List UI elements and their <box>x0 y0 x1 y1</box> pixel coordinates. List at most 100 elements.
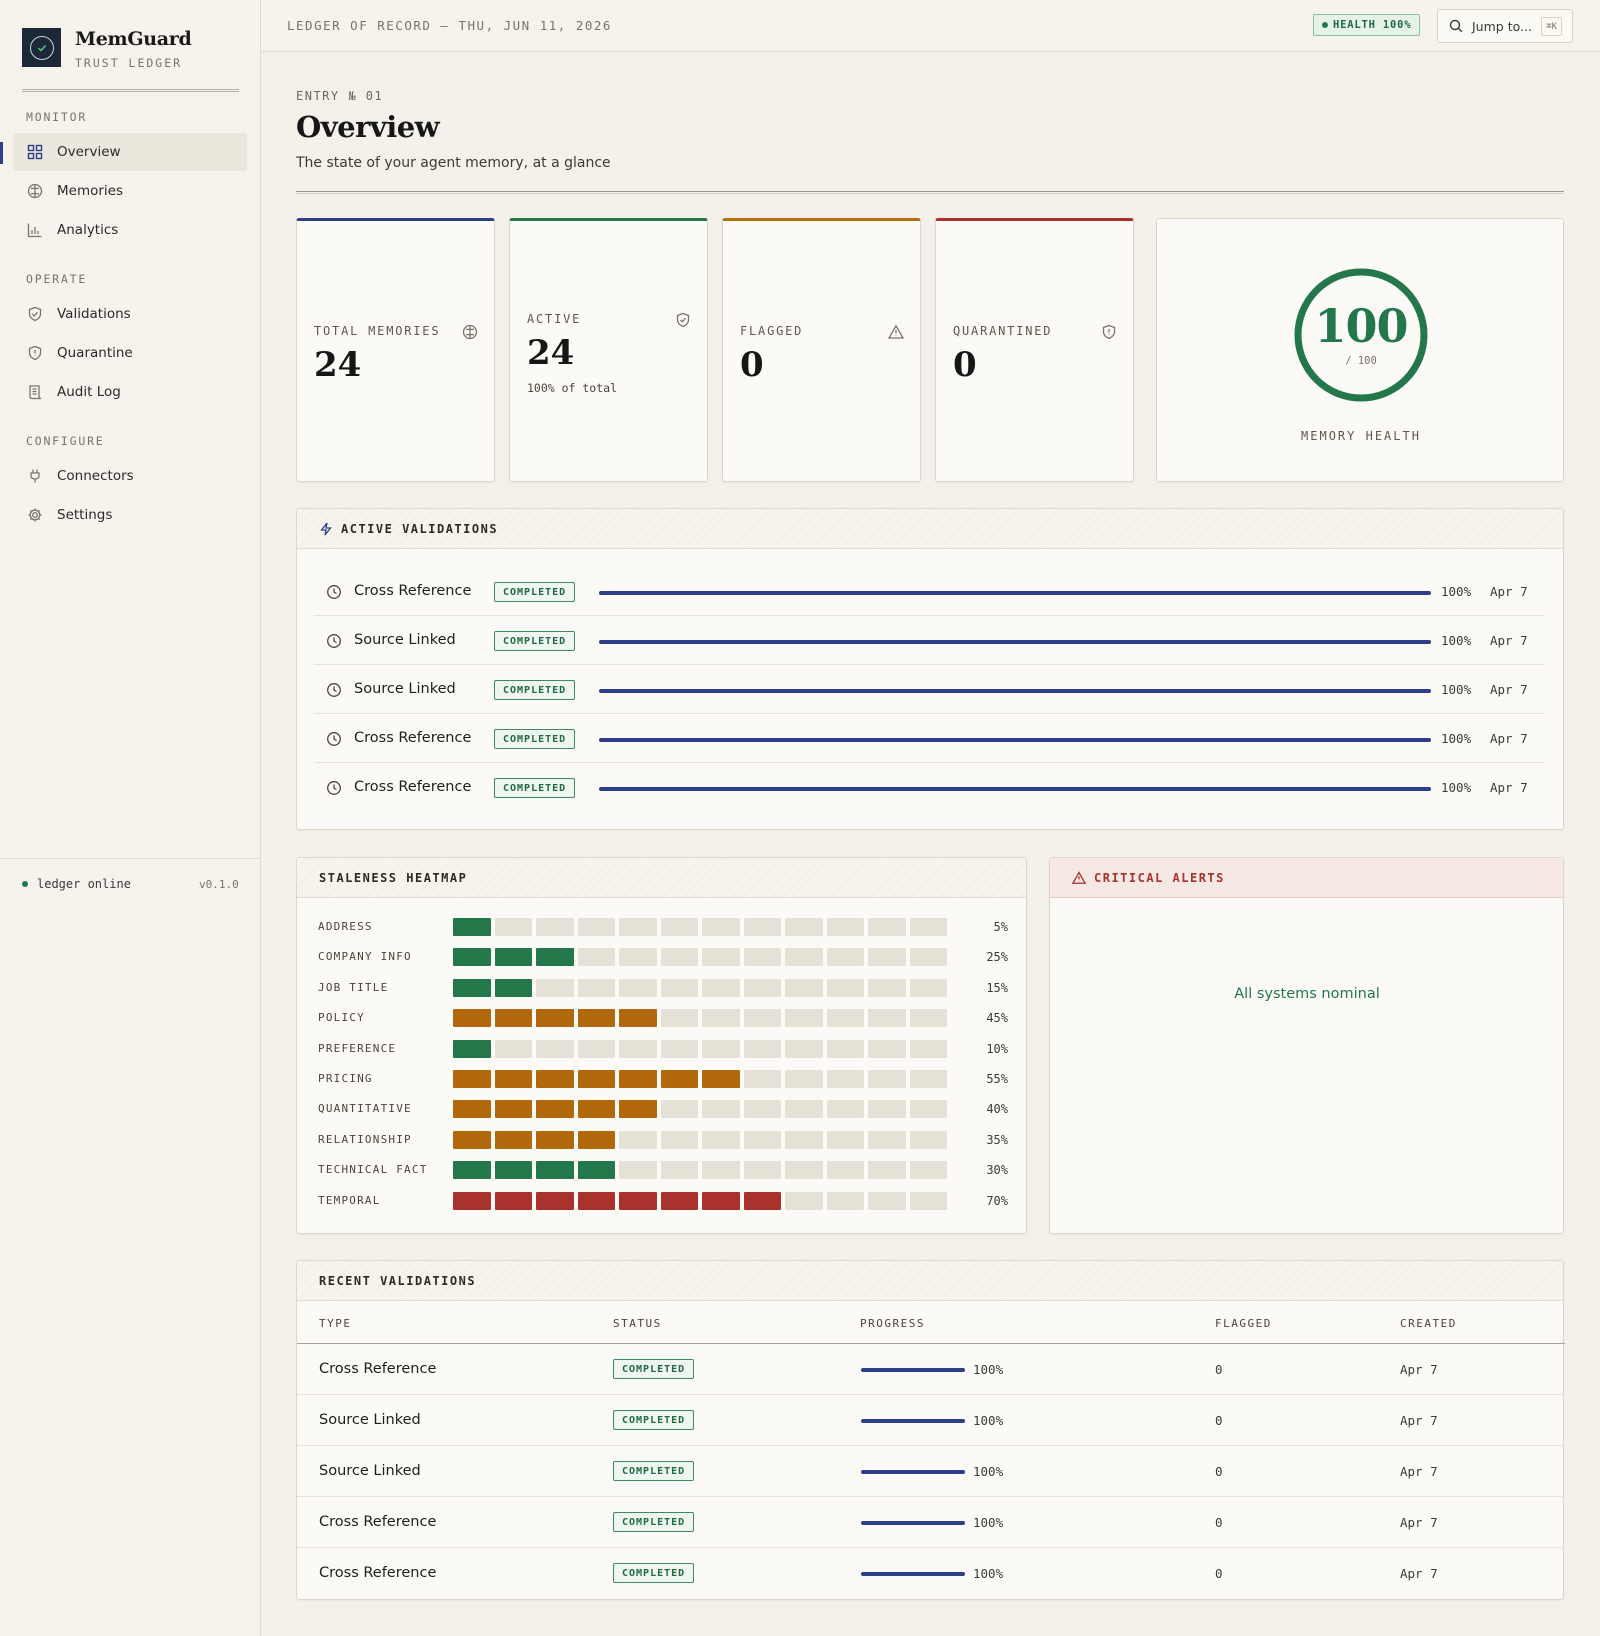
heatmap-cell <box>702 1009 740 1028</box>
active-indicator <box>0 142 3 164</box>
heatmap-percent: 10% <box>986 1041 1008 1056</box>
heatmap-cell <box>660 948 698 967</box>
panel-title: ACTIVE VALIDATIONS <box>341 521 499 536</box>
heatmap-cell <box>868 978 906 997</box>
heatmap-percent: 5% <box>993 920 1008 934</box>
stat-card-active[interactable]: ACTIVE 24 100% of total <box>509 218 708 482</box>
validation-row[interactable]: Cross Reference COMPLETED 100% Apr 7 <box>314 567 1545 616</box>
brain-icon <box>462 324 478 340</box>
sidebar-item-quarantine[interactable]: Quarantine <box>13 334 247 372</box>
heatmap-cell <box>826 978 864 997</box>
column-header-created[interactable]: CREATED <box>1400 1317 1457 1330</box>
validation-type: Source Linked <box>354 632 456 648</box>
validation-type: Source Linked <box>319 1412 421 1428</box>
entry-number: ENTRY № 01 <box>296 89 384 103</box>
heatmap-cell <box>619 978 657 997</box>
heatmap-cell <box>619 1039 657 1058</box>
heatmap-cell <box>868 1161 906 1180</box>
sidebar-item-memories[interactable]: Memories <box>13 172 247 210</box>
sidebar-item-label: Memories <box>57 183 124 199</box>
ledger-title: LEDGER OF RECORD — THU, JUN 11, 2026 <box>287 18 612 33</box>
heatmap-percent: 30% <box>986 1163 1008 1178</box>
validation-row[interactable]: Source Linked COMPLETED 100% Apr 7 <box>314 665 1545 714</box>
table-row[interactable]: Source Linked COMPLETED 100% 0 Apr 7 <box>297 1395 1565 1446</box>
heatmap-cell <box>660 978 698 997</box>
stat-subtext: 100% of total <box>527 381 618 395</box>
column-header-status[interactable]: STATUS <box>613 1317 662 1330</box>
flagged-count: 0 <box>1215 1515 1223 1530</box>
health-badge-text: HEALTH 100% <box>1333 19 1412 31</box>
validation-type: Cross Reference <box>319 1565 437 1581</box>
created-date: Apr 7 <box>1400 1566 1438 1581</box>
stat-card-total-memories[interactable]: TOTAL MEMORIES 24 <box>296 218 495 482</box>
sidebar-item-validations[interactable]: Validations <box>13 295 247 333</box>
nav-section-configure: CONFIGURE <box>26 434 105 448</box>
table-row[interactable]: Cross Reference COMPLETED 100% 0 Apr 7 <box>297 1344 1565 1395</box>
sidebar-item-connectors[interactable]: Connectors <box>13 457 247 495</box>
sidebar-item-overview[interactable]: Overview <box>13 133 247 171</box>
progress-bar <box>861 1521 965 1525</box>
progress-bar <box>861 1419 965 1423</box>
status-dot <box>1322 22 1328 28</box>
heatmap-cell <box>702 1100 740 1119</box>
active-validations-panel: ACTIVE VALIDATIONS Cross Reference COMPLE… <box>296 508 1564 830</box>
stat-value: 0 <box>953 345 977 385</box>
heatmap-cells <box>453 1009 947 1028</box>
nav-section-operate: OPERATE <box>26 272 88 286</box>
heatmap-row: COMPANY INFO 25% <box>318 948 1008 967</box>
sidebar-item-analytics[interactable]: Analytics <box>13 211 247 249</box>
heatmap-cell <box>453 1191 491 1210</box>
heatmap-row: JOB TITLE 15% <box>318 978 1008 997</box>
heatmap-row: TECHNICAL FACT 30% <box>318 1161 1008 1180</box>
column-header-flagged[interactable]: FLAGGED <box>1215 1317 1272 1330</box>
stat-card-flagged[interactable]: FLAGGED 0 <box>722 218 921 482</box>
sidebar-item-label: Validations <box>57 306 131 322</box>
sidebar-item-audit-log[interactable]: Audit Log <box>13 373 247 411</box>
heatmap-cell <box>577 1100 615 1119</box>
heatmap-label: JOB TITLE <box>318 980 389 994</box>
heatmap-cell <box>494 948 532 967</box>
health-max: / 100 <box>1345 355 1377 367</box>
column-header-type[interactable]: TYPE <box>319 1317 352 1330</box>
flagged-count: 0 <box>1215 1413 1223 1428</box>
stat-card-quarantined[interactable]: QUARANTINED 0 <box>935 218 1134 482</box>
brand[interactable]: MemGuard TRUST LEDGER <box>22 28 192 70</box>
progress-percent: 100% <box>1441 682 1472 697</box>
validation-row[interactable]: Cross Reference COMPLETED 100% Apr 7 <box>314 714 1545 763</box>
status-dot <box>22 881 28 887</box>
table-row[interactable]: Cross Reference COMPLETED 100% 0 Apr 7 <box>297 1497 1565 1548</box>
grid-icon <box>27 144 43 160</box>
heatmap-percent: 35% <box>986 1132 1008 1147</box>
heatmap-cell <box>785 1100 823 1119</box>
heatmap-cell <box>577 1161 615 1180</box>
progress-bar <box>599 787 1431 791</box>
status-badge: COMPLETED <box>613 1359 695 1379</box>
heatmap-row: PRICING 55% <box>318 1070 1008 1088</box>
heatmap-cell <box>660 1191 698 1210</box>
heatmap-row: TEMPORAL 70% <box>318 1191 1008 1210</box>
heatmap-cell <box>660 1161 698 1180</box>
heatmap-cell <box>785 948 823 967</box>
progress-fill <box>599 738 1431 742</box>
heatmap-row: POLICY 45% <box>318 1009 1008 1028</box>
table-row[interactable]: Source Linked COMPLETED 100% 0 Apr 7 <box>297 1446 1565 1497</box>
validation-date: Apr 7 <box>1490 584 1528 599</box>
clock-icon <box>326 780 342 796</box>
validation-row[interactable]: Cross Reference COMPLETED 100% Apr 7 <box>314 763 1545 812</box>
validation-type: Cross Reference <box>354 779 472 795</box>
heatmap-cell <box>909 1100 947 1119</box>
page-title: Overview <box>296 110 440 144</box>
sidebar-item-settings[interactable]: Settings <box>13 496 247 534</box>
heatmap-cell <box>494 1070 532 1088</box>
progress-percent: 100% <box>1441 780 1472 795</box>
heatmap-cell <box>453 1161 491 1180</box>
panel-header: STALENESS HEATMAP <box>297 858 1026 898</box>
heatmap-cell <box>826 1130 864 1149</box>
jump-to-button[interactable]: Jump to... ⌘K <box>1437 9 1573 43</box>
column-header-progress[interactable]: PROGRESS <box>860 1317 925 1330</box>
heatmap-cell <box>785 918 823 936</box>
table-row[interactable]: Cross Reference COMPLETED 100% 0 Apr 7 <box>297 1548 1565 1599</box>
flagged-count: 0 <box>1215 1566 1223 1581</box>
status-badge: COMPLETED <box>494 631 576 651</box>
validation-row[interactable]: Source Linked COMPLETED 100% Apr 7 <box>314 616 1545 665</box>
